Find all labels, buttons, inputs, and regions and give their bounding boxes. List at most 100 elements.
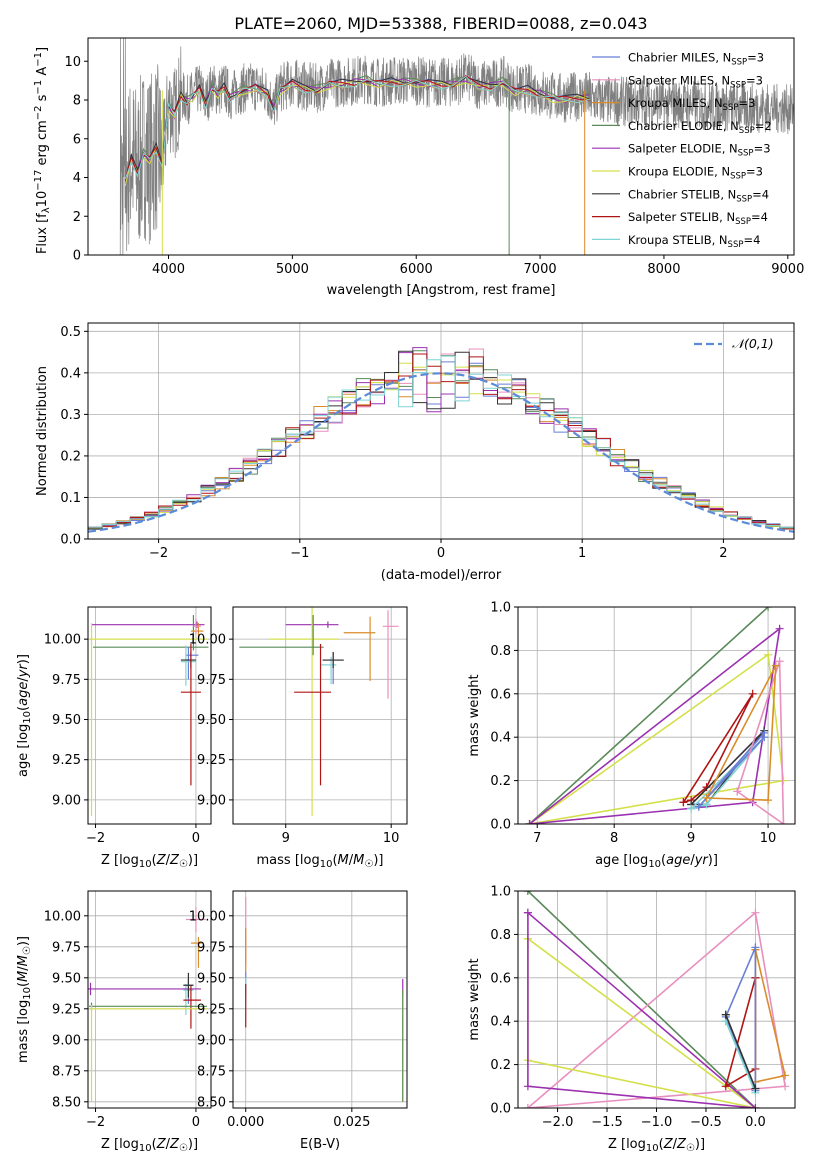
age-vs-mass-x-label: mass [log10(M/M☉)] xyxy=(257,853,384,870)
weight-point-chab_stelib xyxy=(751,1084,760,1093)
massw_vs_age-axes: 7 8 9 10 0.0 0.2 0.4 0.6 0.8 1.0 xyxy=(490,601,796,846)
y-tick-label: 0.6 xyxy=(490,687,511,702)
spectrum-y-label: Flux [fλ10−17 erg cm−2 s−1 A−1] xyxy=(33,47,52,254)
y-tick-label: 9.75 xyxy=(197,940,226,955)
y-tick-label: 1.0 xyxy=(490,601,511,616)
legend-entry: Chabrier MILES, NSSP=3 xyxy=(628,51,764,68)
spectrum-plot-area xyxy=(119,38,794,255)
weight-point-krou_stelib xyxy=(687,804,696,813)
legend-entry: Salpeter STELIB, NSSP=4 xyxy=(628,210,768,227)
x-tick-label: 0 xyxy=(192,831,200,846)
y-tick-label: 10 xyxy=(64,55,81,70)
residual-x-label: (data-model)/error xyxy=(381,568,502,583)
y-tick-label: 9.50 xyxy=(197,971,226,986)
model-spectrum-salp_stelib xyxy=(124,75,590,179)
y-tick-label: 8.50 xyxy=(52,1095,81,1110)
weight-point-krou_miles xyxy=(764,796,773,805)
legend-entry: Kroupa STELIB, NSSP=4 xyxy=(628,233,760,250)
figure-title: PLATE=2060, MJD=53388, FIBERID=0088, z=0… xyxy=(234,14,647,33)
mass_vs_Z-frame xyxy=(87,890,212,1109)
y-tick-label: 4 xyxy=(73,171,81,186)
weight-point-salp_miles xyxy=(523,1104,532,1108)
y-tick-label: 10.00 xyxy=(189,909,226,924)
mass_vs_Z-axes: −2 0 8.50 8.75 9.00 9.25 9.50 9.75 10.00 xyxy=(44,890,212,1130)
y-tick-label: 9.00 xyxy=(52,793,81,808)
mass_vs_ebv-frame xyxy=(232,890,408,1109)
mass_vs_Z-plot-area xyxy=(88,907,207,1102)
y-tick-label: 10.00 xyxy=(44,909,81,924)
weight-point-salp_stelib xyxy=(748,689,757,698)
y-tick-label: 0.8 xyxy=(490,928,511,943)
legend-entry: Salpeter ELODIE, NSSP=3 xyxy=(628,142,771,159)
x-tick-label: −2 xyxy=(86,1115,105,1130)
age_vs_Z-plot-area xyxy=(89,615,209,816)
residual-y-label: Normed distribution xyxy=(35,366,50,496)
y-tick-label: 9.75 xyxy=(52,940,81,955)
y-tick-label: 0.0 xyxy=(490,818,511,833)
x-tick-label: 0.000 xyxy=(227,1115,264,1130)
x-tick-label: 9000 xyxy=(771,262,804,277)
weight-point-chab_elodie xyxy=(764,607,773,611)
y-tick-label: 0.4 xyxy=(490,731,511,746)
y-tick-label: 8.50 xyxy=(197,1095,226,1110)
age_vs_mass-plot-area xyxy=(239,607,399,816)
spectrum-x-label: wavelength [Angstrom, rest frame] xyxy=(327,283,556,298)
y-tick-label: 8 xyxy=(73,94,81,109)
y-tick-label: 0.0 xyxy=(60,533,81,548)
weight-line-chab_elodie xyxy=(528,607,769,824)
weight-point-salp_stelib xyxy=(721,1082,730,1091)
weight-point-krou_miles xyxy=(771,661,780,670)
age_vs_Z-frame xyxy=(87,606,212,825)
massw_vs_age-frame xyxy=(517,606,796,825)
weight-point-salp_stelib xyxy=(679,798,688,807)
legend-entry: Chabrier STELIB, NSSP=4 xyxy=(628,187,769,204)
weight-point-chab_miles xyxy=(751,943,760,952)
y-tick-label: 8.75 xyxy=(197,1064,226,1079)
x-tick-label: −1 xyxy=(290,546,309,561)
y-tick-label: 9.25 xyxy=(52,1002,81,1017)
y-tick-label: 6 xyxy=(73,132,81,147)
x-tick-label: 9 xyxy=(282,831,290,846)
y-tick-label: 0.2 xyxy=(60,449,81,464)
y-tick-label: 0.4 xyxy=(490,1015,511,1030)
legend-entry: Chabrier ELODIE, NSSP=2 xyxy=(628,119,772,136)
y-tick-label: 9.50 xyxy=(52,971,81,986)
weight-point-salp_elodie xyxy=(751,1104,760,1108)
weight-line-chab_elodie xyxy=(527,891,756,1108)
x-tick-label: 0 xyxy=(437,546,445,561)
y-tick-label: 9.75 xyxy=(52,673,81,688)
weight-point-krou_miles xyxy=(781,1071,790,1080)
weight-point-salp_miles xyxy=(781,1082,790,1091)
y-tick-label: 0.6 xyxy=(490,971,511,986)
y-tick-label: 0.3 xyxy=(60,408,81,423)
x-tick-label: 10 xyxy=(760,831,777,846)
x-tick-label: −0.5 xyxy=(690,1115,722,1130)
spectrum-axes: 4000 5000 6000 7000 8000 9000 0 2 4 6 8 10 xyxy=(64,37,804,277)
x-tick-label: 1 xyxy=(578,546,586,561)
x-tick-label: 8 xyxy=(610,831,618,846)
x-tick-label: −2 xyxy=(86,831,105,846)
massw_vs_age-plot-area xyxy=(525,607,788,824)
y-tick-label: 9.00 xyxy=(52,1033,81,1048)
weight-point-krou_elodie xyxy=(779,776,788,785)
y-tick-label: 1.0 xyxy=(490,885,511,900)
y-tick-label: 9.25 xyxy=(197,1002,226,1017)
y-tick-label: 0 xyxy=(73,249,81,264)
weight-line-chab_miles xyxy=(724,947,757,1091)
y-tick-label: 0.2 xyxy=(490,774,511,789)
y-tick-label: 9.00 xyxy=(197,1033,226,1048)
weight-line-krou_elodie xyxy=(527,938,756,1108)
model-spectrum-krou_stelib xyxy=(124,75,590,180)
massw_vs_age-y-label: mass weight xyxy=(467,674,482,756)
weight-point-krou_elodie xyxy=(764,650,773,659)
y-tick-label: 9.25 xyxy=(197,753,226,768)
x-tick-label: 9 xyxy=(687,831,695,846)
massw-vs-age-x-label: age [log10(age/yr)] xyxy=(595,853,718,870)
mass-vs-ebv-x-label: E(B-V) xyxy=(300,1137,340,1152)
x-tick-label: −2 xyxy=(149,546,168,561)
x-tick-label: −2.0 xyxy=(542,1115,574,1130)
age-vs-z-x-label: Z [log10(Z/Z☉)] xyxy=(101,853,198,870)
residuals-plot-area xyxy=(88,347,794,533)
y-tick-label: 0.2 xyxy=(490,1058,511,1073)
